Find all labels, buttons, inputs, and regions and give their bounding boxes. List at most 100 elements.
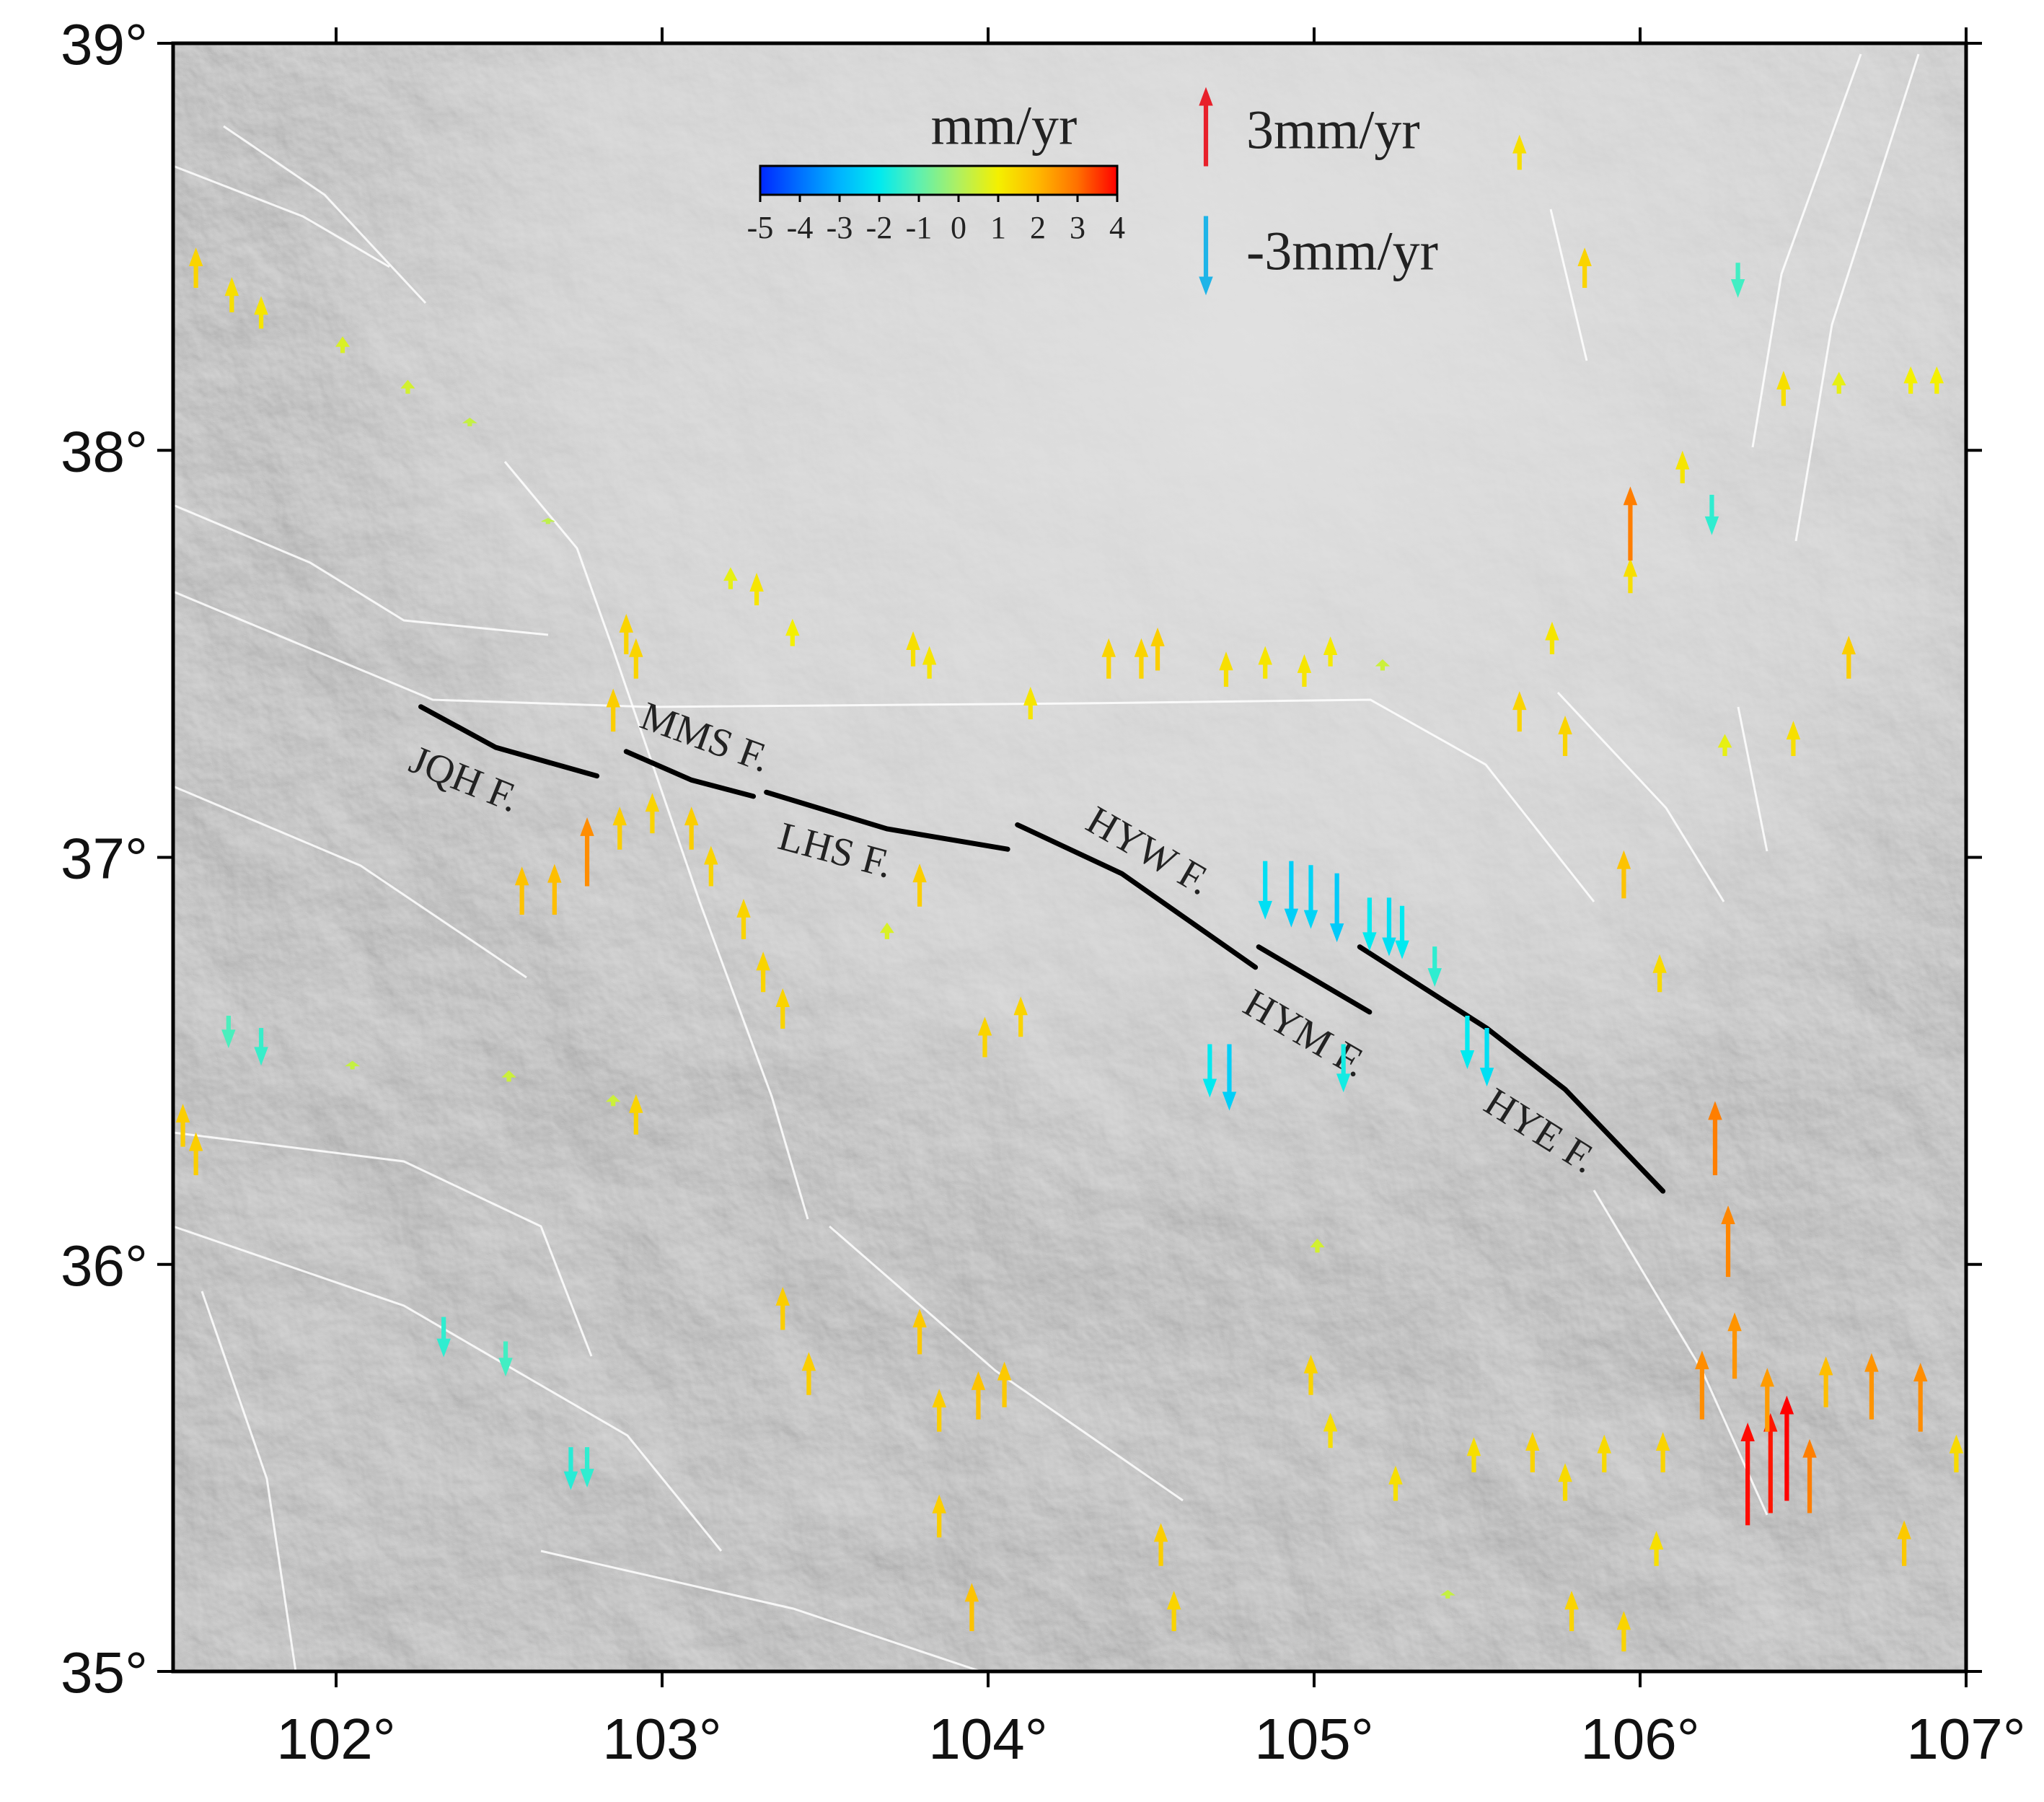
- velocity-arrow: [971, 1371, 986, 1420]
- velocity-arrow: [1786, 721, 1801, 756]
- velocity-arrow: [580, 1447, 594, 1488]
- velocity-arrow: [1623, 558, 1638, 594]
- velocity-arrow: [188, 247, 203, 289]
- velocity-arrow: [1740, 1423, 1755, 1526]
- velocity-arrow: [964, 1583, 979, 1632]
- velocity-arrow: [605, 1094, 621, 1107]
- velocity-arrow: [1649, 1531, 1664, 1566]
- velocity-arrow: [1721, 1205, 1735, 1278]
- colorbar-title: mm/yr: [931, 95, 1078, 156]
- velocity-arrow: [1727, 1312, 1742, 1379]
- fault-trace: [1556, 691, 1725, 902]
- velocity-arrow: [436, 1317, 451, 1358]
- velocity-arrow: [684, 806, 699, 850]
- velocity-arrow: [1303, 1354, 1318, 1395]
- colorbar-tick-label: 4: [1109, 210, 1125, 245]
- terrain: [173, 43, 1966, 1671]
- velocity-arrow: [1310, 1239, 1325, 1253]
- colorbar-tick-label: 2: [1030, 210, 1046, 245]
- velocity-arrow: [912, 1309, 927, 1355]
- velocity-arrow: [879, 922, 894, 939]
- x-tick-label: 107°: [1906, 1707, 2025, 1771]
- velocity-arrow: [1779, 1395, 1794, 1501]
- velocity-arrow: [224, 277, 239, 312]
- fault-trace: [540, 1550, 982, 1671]
- velocity-arrow: [1652, 954, 1667, 993]
- velocity-arrow: [1864, 1353, 1879, 1420]
- velocity-arrow: [1929, 366, 1944, 394]
- velocity-arrow: [254, 1027, 268, 1066]
- fault-trace: [173, 1131, 593, 1357]
- fault-trace: [173, 785, 527, 979]
- velocity-arrow: [345, 1060, 361, 1070]
- colorbar-tick-label: -4: [787, 210, 814, 245]
- y-tick-label: 39°: [61, 12, 148, 76]
- velocity-arrow: [1730, 263, 1745, 298]
- velocity-arrow: [400, 379, 415, 394]
- colorbar: mm/yr -5 -4 -3 -2 -1 0 1 2 3 4: [747, 95, 1125, 245]
- velocity-arrow: [1695, 1350, 1709, 1420]
- velocity-arrow: [1623, 486, 1638, 561]
- velocity-arrow: [541, 518, 555, 524]
- velocity-arrow: [704, 845, 718, 887]
- velocity-arrow: [1708, 1101, 1722, 1176]
- velocity-arrow: [1258, 861, 1272, 920]
- velocity-arrow: [629, 1094, 643, 1135]
- velocity-arrow: [1258, 646, 1272, 679]
- velocity-arrow: [1704, 494, 1719, 535]
- velocity-arrow: [775, 1287, 790, 1330]
- plains-shade: [173, 43, 1966, 1671]
- velocity-arrow: [1466, 1437, 1481, 1473]
- velocity-arrow: [1362, 897, 1377, 951]
- colorbar-tick-label: -3: [827, 210, 853, 245]
- colorbar-tick-label: -5: [747, 210, 774, 245]
- velocity-arrow: [1841, 636, 1856, 679]
- legend-label: 3mm/yr: [1246, 100, 1420, 160]
- legend: 3mm/yr -3mm/yr: [1199, 87, 1438, 296]
- velocity-arrow: [1134, 638, 1149, 679]
- velocity-arrow: [1440, 1590, 1455, 1599]
- velocity-arrow: [1558, 1463, 1572, 1501]
- colorbar-tick-label: 1: [990, 210, 1006, 245]
- fault-line: [1015, 822, 1259, 970]
- velocity-arrow: [906, 631, 920, 667]
- velocity-arrow: [749, 573, 764, 606]
- x-tick-label: 102°: [276, 1707, 395, 1771]
- legend-label: -3mm/yr: [1246, 221, 1438, 281]
- velocity-arrow: [619, 613, 634, 654]
- legend-arrow: [1199, 216, 1213, 296]
- velocity-arrow: [1375, 659, 1391, 671]
- velocity-arrow: [188, 1132, 203, 1176]
- velocity-arrow: [1323, 1412, 1338, 1449]
- velocity-arrow: [1558, 716, 1572, 756]
- velocity-arrow: [932, 1389, 946, 1432]
- velocity-arrow: [335, 336, 350, 353]
- velocity-arrow: [1395, 905, 1409, 959]
- fault-trace: [829, 1225, 1184, 1502]
- velocity-arrow: [1545, 621, 1559, 654]
- colorbar-ramp: [759, 164, 1119, 196]
- background-faults: [173, 53, 1920, 1671]
- colorbar-tick-label: -2: [866, 210, 893, 245]
- velocity-arrow: [1760, 1368, 1775, 1432]
- velocity-arrow: [756, 951, 770, 993]
- velocity-arrow: [1818, 1356, 1833, 1407]
- velocity-arrow: [1023, 687, 1038, 720]
- velocity-arrow: [1577, 247, 1592, 289]
- axes: 102° 103° 104° 105° 106° 107° 35° 36° 37° 38° 39°: [61, 12, 2026, 1771]
- velocity-arrow: [1616, 1611, 1631, 1652]
- velocity-arrow: [1949, 1434, 1964, 1473]
- velocity-arrow: [723, 567, 738, 589]
- velocity-arrow: [932, 1494, 946, 1538]
- fault-trace: [1794, 53, 1920, 542]
- velocity-arrow: [912, 863, 927, 907]
- legend-arrow: [1199, 87, 1213, 167]
- velocity-arrow: [175, 1104, 190, 1147]
- fault-line: [764, 789, 1010, 852]
- y-tick-label: 38°: [61, 419, 148, 483]
- colorbar-tick-label: 3: [1070, 210, 1085, 245]
- fault-trace: [1751, 53, 1862, 448]
- velocity-arrow: [221, 1016, 236, 1049]
- fault-trace: [173, 590, 1595, 902]
